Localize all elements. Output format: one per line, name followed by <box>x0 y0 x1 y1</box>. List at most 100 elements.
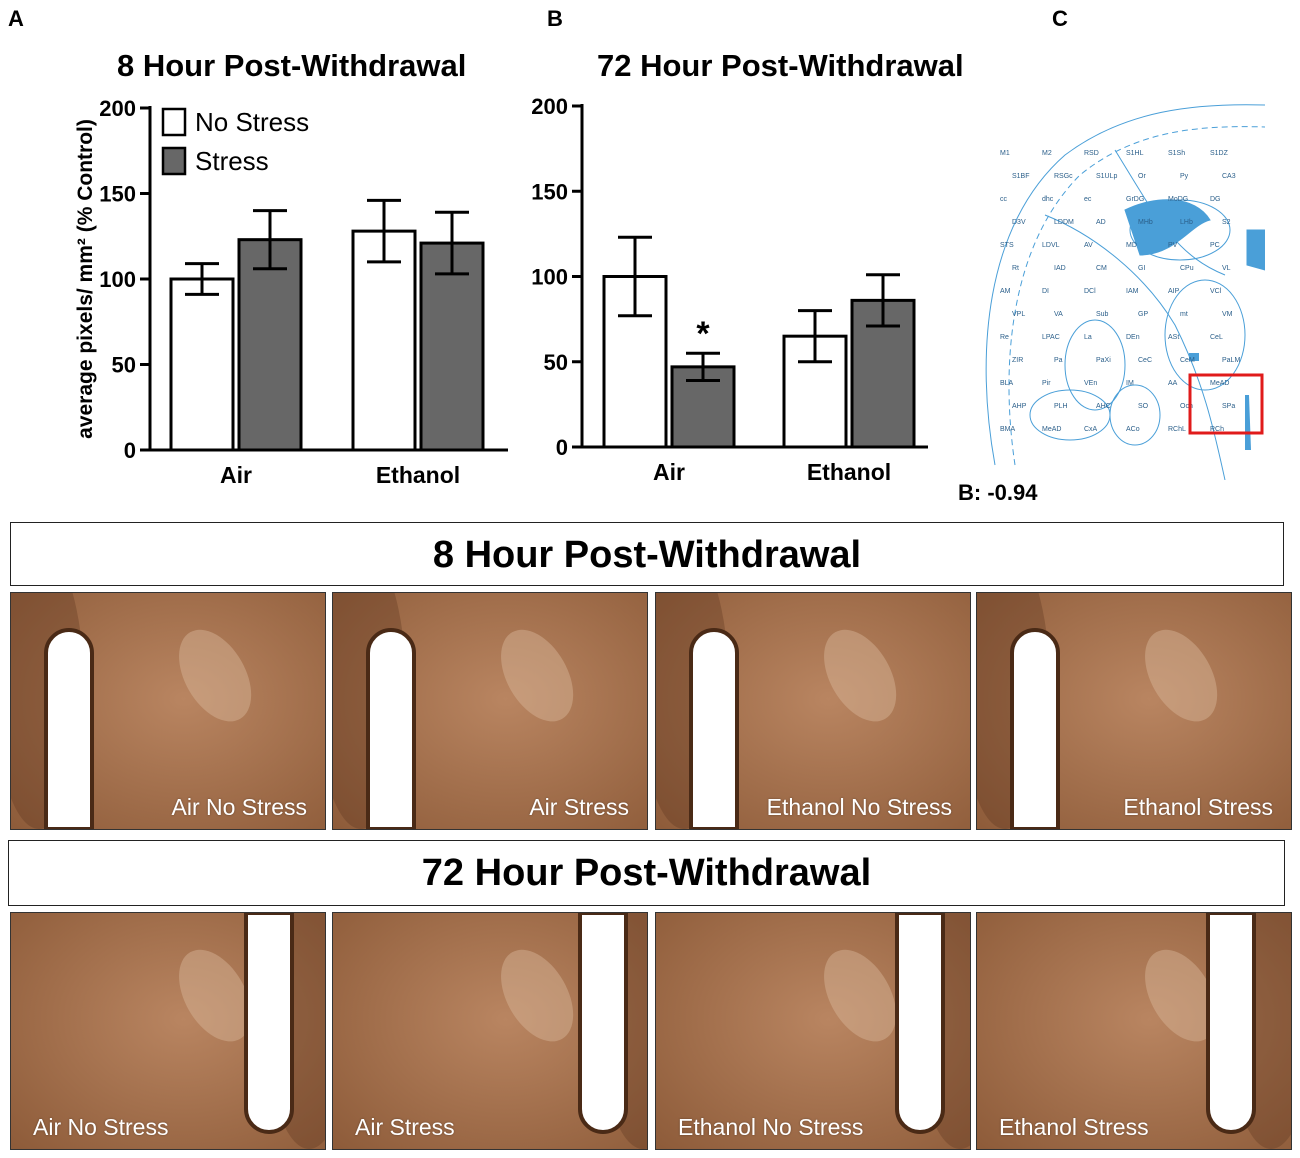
atlas-region-label: Sub <box>1096 311 1109 318</box>
ventricle <box>895 913 945 1134</box>
atlas-region-label: MeAD <box>1042 426 1061 433</box>
chart-a: 0 50 100 150 200 Air Ethanol average pixels/ mm… <box>74 96 508 488</box>
panel-letter-c: C <box>1052 6 1068 31</box>
atlas-ventricle-right <box>1246 229 1265 271</box>
fiber-tract <box>179 949 252 1042</box>
panel-letter-b: B <box>547 6 563 31</box>
atlas-region-label: RSGc <box>1054 173 1073 180</box>
atlas-region-label: IAD <box>1054 265 1066 272</box>
panel-letter-a: A <box>8 6 24 31</box>
atlas-region-label: GrDG <box>1126 196 1144 203</box>
atlas-region-label: CPu <box>1180 265 1194 272</box>
atlas-region-label: dhc <box>1042 196 1054 203</box>
fiber-tract <box>179 629 252 722</box>
histology-tissue <box>333 913 647 1149</box>
y-tick-label: 50 <box>112 353 136 378</box>
histology-tissue <box>656 593 970 829</box>
fiber-tract <box>501 949 574 1042</box>
atlas-region-label: MHb <box>1138 219 1153 226</box>
histology-label: Air No Stress <box>33 1114 169 1140</box>
atlas-region-label: ACo <box>1126 426 1140 433</box>
histology-image: Air Stress <box>332 592 648 830</box>
atlas-region-label: GP <box>1138 311 1148 318</box>
chart-b: 0 50 100 150 200 Air Ethanol * <box>531 94 928 485</box>
histology-image: Ethanol Stress <box>976 912 1292 1150</box>
atlas-region-label: cc <box>1000 196 1008 203</box>
histology-image: Ethanol No Stress <box>655 592 971 830</box>
atlas-region-label: DCl <box>1084 288 1096 295</box>
fiber-tract <box>1145 949 1218 1042</box>
atlas-region-label: RSD <box>1084 150 1099 157</box>
histology-tissue <box>11 913 325 1149</box>
atlas-region-label: AV <box>1084 242 1093 249</box>
legend-swatch-no-stress <box>161 107 187 137</box>
atlas-region-label: S1DZ <box>1210 150 1229 157</box>
histology-label: Ethanol Stress <box>1123 794 1273 820</box>
atlas-region-label: mt <box>1180 311 1188 318</box>
y-tick-label: 200 <box>99 96 136 121</box>
y-tick-label: 200 <box>531 94 568 119</box>
atlas-region-label: IAM <box>1126 288 1139 295</box>
atlas-region-label: VL <box>1222 265 1231 272</box>
atlas-region-label: CeC <box>1138 357 1152 364</box>
atlas-globus-pallidus <box>1064 319 1126 411</box>
atlas-thalamus <box>1164 279 1246 391</box>
atlas-region-label: PLH <box>1054 403 1068 410</box>
histology-image: Air Stress <box>332 912 648 1150</box>
bar-ethanol-stress <box>419 241 485 452</box>
ventricle <box>44 628 94 829</box>
fiber-tract <box>501 629 574 722</box>
atlas-region-label: Pir <box>1042 380 1051 387</box>
histology-label: Ethanol No Stress <box>678 1114 864 1140</box>
bregma-label: B: -0.94 <box>958 480 1038 505</box>
y-axis-label: average pixels/ mm² (% Control) <box>74 119 97 439</box>
bar-ethanol-no-stress <box>351 229 417 452</box>
atlas-region-label: BLA <box>1000 380 1014 387</box>
atlas-hypothalamus <box>1109 384 1161 446</box>
atlas-region-label: RChL <box>1168 426 1186 433</box>
y-tick-label: 100 <box>531 265 568 290</box>
atlas-region-label: CeM <box>1180 357 1195 364</box>
atlas-region-label: La <box>1084 334 1092 341</box>
atlas-ca3 <box>1189 353 1199 361</box>
histology-tissue <box>333 593 647 829</box>
atlas-region-label: PV <box>1168 242 1178 249</box>
histology-label: Air Stress <box>355 1114 455 1140</box>
atlas-capsule <box>1044 214 1226 480</box>
atlas-region-label: CxA <box>1084 426 1098 433</box>
chart-a-title: 8 Hour Post-Withdrawal <box>117 48 467 83</box>
atlas-region-label: PaLM <box>1222 357 1240 364</box>
atlas-region-label: MeAD <box>1210 380 1229 387</box>
row2-banner: 72 Hour Post-Withdrawal <box>8 840 1285 906</box>
atlas-region-label: AHC <box>1096 403 1111 410</box>
brain-atlas: M1 M2 RSD S1HL S1Sh S1DZ S1BF RSGc S1ULp Or Py CA3 c… <box>975 95 1265 480</box>
atlas-region-label: D3V <box>1012 219 1026 226</box>
atlas-region-label: RCh <box>1210 426 1224 433</box>
atlas-region-label: Rt <box>1012 265 1019 272</box>
ventricle <box>1010 628 1060 829</box>
atlas-ventricle-left <box>1124 199 1211 256</box>
x-tick-label-ethanol: Ethanol <box>376 462 460 488</box>
atlas-region-label: M1 <box>1000 150 1010 157</box>
atlas-region-label: LDDM <box>1054 219 1074 226</box>
atlas-third-ventricle <box>1245 395 1251 450</box>
atlas-region-label: MD <box>1126 242 1137 249</box>
ventricle <box>689 628 739 829</box>
atlas-region-label: CM <box>1096 265 1107 272</box>
atlas-region-label: DEn <box>1126 334 1140 341</box>
histology-tissue <box>977 913 1291 1149</box>
y-tick-label: 50 <box>544 350 568 375</box>
atlas-region-label: LPAC <box>1042 334 1060 341</box>
atlas-region-label: S1Sh <box>1168 150 1185 157</box>
y-tick-label: 150 <box>99 182 136 207</box>
y-tick-label: 100 <box>99 267 136 292</box>
histology-label: Ethanol Stress <box>999 1114 1149 1140</box>
legend-label-stress: Stress <box>195 146 269 176</box>
atlas-region-label: AHP <box>1012 403 1027 410</box>
atlas-region-label: ZIR <box>1012 357 1023 364</box>
atlas-region-label: LDVL <box>1042 242 1060 249</box>
y-tick-label: 0 <box>124 438 136 463</box>
histology-tissue <box>11 593 325 829</box>
atlas-region-label: VCl <box>1210 288 1222 295</box>
atlas-region-label: S1ULp <box>1096 173 1118 180</box>
